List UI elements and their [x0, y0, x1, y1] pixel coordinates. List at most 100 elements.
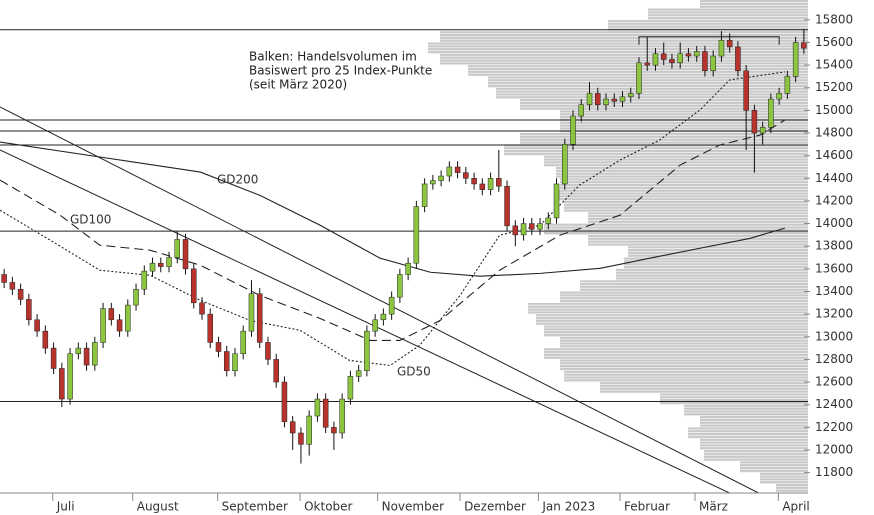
- candle-body: [75, 347, 82, 355]
- candle-body: [67, 353, 73, 400]
- volume-bar: [428, 42, 808, 54]
- x-tick-label: März: [699, 500, 728, 514]
- candle-body: [471, 178, 477, 185]
- annotation: Basiswert pro 25 Index-Punkte: [249, 64, 432, 78]
- trendline: [0, 106, 759, 493]
- y-tick-label: 15800: [815, 12, 853, 26]
- moving-average: [0, 141, 786, 277]
- volume-bar: [760, 472, 808, 484]
- y-tick-label: 15200: [815, 80, 853, 94]
- candle-body: [718, 39, 725, 57]
- candle-body: [265, 342, 271, 360]
- volume-bar: [520, 99, 808, 111]
- volume-bar: [776, 483, 808, 493]
- volume-bar: [588, 212, 808, 224]
- candle-body: [256, 293, 263, 343]
- moving-average: [0, 71, 785, 366]
- candle-body: [289, 421, 296, 434]
- y-tick-label: 13600: [815, 261, 853, 275]
- candle-body: [619, 96, 626, 102]
- candle-body: [479, 183, 486, 190]
- candle-body: [454, 166, 461, 173]
- candle-body: [578, 104, 585, 117]
- y-tick-label: 11800: [815, 465, 853, 479]
- candle-body: [553, 183, 560, 219]
- candle-body: [388, 296, 395, 315]
- y-tick-label: 12200: [815, 420, 853, 434]
- candle-body: [141, 270, 148, 290]
- volume-bar: [624, 257, 808, 269]
- y-tick-label: 13800: [815, 239, 853, 253]
- x-tick-label: Oktober: [304, 500, 352, 514]
- candle-body: [627, 93, 634, 98]
- volume-bar: [628, 246, 808, 258]
- candle-body: [463, 172, 469, 179]
- volume-bar: [608, 19, 808, 32]
- candle-body: [529, 223, 535, 230]
- annotation: (seit März 2020): [249, 78, 347, 92]
- candle-body: [537, 223, 543, 230]
- candle-body: [339, 398, 345, 434]
- trendline: [0, 149, 731, 493]
- candle-body: [784, 76, 791, 94]
- candle-body: [42, 330, 49, 349]
- candle-body: [355, 370, 362, 377]
- candle-body: [83, 347, 90, 366]
- candle-body: [380, 313, 387, 321]
- candle-body: [232, 353, 238, 371]
- candle-body: [520, 223, 527, 236]
- y-tick-label: 14600: [815, 148, 853, 162]
- candle-body: [50, 347, 57, 369]
- candle-body: [298, 432, 304, 445]
- volume-bar: [544, 155, 808, 167]
- volume-bar: [588, 234, 808, 247]
- candle-body: [595, 93, 601, 105]
- y-tick-label: 14800: [815, 126, 853, 140]
- candle-body: [545, 217, 552, 224]
- candle-body: [191, 268, 197, 304]
- candle-body: [644, 62, 650, 66]
- candle-body: [660, 53, 667, 60]
- candle-body: [512, 225, 519, 236]
- candle-body: [174, 239, 181, 258]
- candle-body: [17, 288, 24, 300]
- y-tick-label: 14200: [815, 193, 853, 207]
- range-line: [638, 36, 780, 45]
- candle-body: [430, 180, 436, 185]
- candle-body: [421, 183, 428, 207]
- candle-body: [611, 98, 617, 102]
- volume-bar: [616, 268, 808, 281]
- ma-label: GD200: [217, 173, 258, 187]
- candle-body: [726, 39, 733, 48]
- y-tick-label: 12800: [815, 352, 853, 366]
- candle-body: [306, 415, 312, 445]
- candle-body: [331, 427, 337, 434]
- candle-body: [677, 53, 683, 64]
- volume-bar: [564, 370, 808, 383]
- candle-body: [759, 127, 766, 134]
- candle-body: [438, 175, 444, 181]
- x-tick-label: September: [222, 500, 288, 514]
- candle-body: [776, 93, 782, 100]
- candle-body: [364, 330, 370, 371]
- volume-bar: [496, 87, 808, 100]
- candle-body: [158, 262, 164, 267]
- candle-body: [504, 185, 510, 227]
- y-tick-label: 12400: [815, 397, 853, 411]
- volume-bar: [580, 280, 808, 292]
- volume-bar: [520, 133, 808, 145]
- candle-body: [314, 398, 321, 417]
- volume-bar: [648, 8, 808, 20]
- candle-body: [92, 342, 98, 366]
- candle-body: [496, 178, 502, 187]
- y-tick-label: 14400: [815, 171, 853, 185]
- candle-body: [652, 53, 659, 66]
- candle-body: [413, 206, 420, 264]
- candle-body: [636, 62, 642, 94]
- candle-body: [116, 319, 123, 332]
- volume-bar: [536, 314, 808, 326]
- candle-body: [166, 257, 172, 267]
- candle-body: [215, 342, 222, 352]
- x-tick-label: August: [137, 500, 179, 514]
